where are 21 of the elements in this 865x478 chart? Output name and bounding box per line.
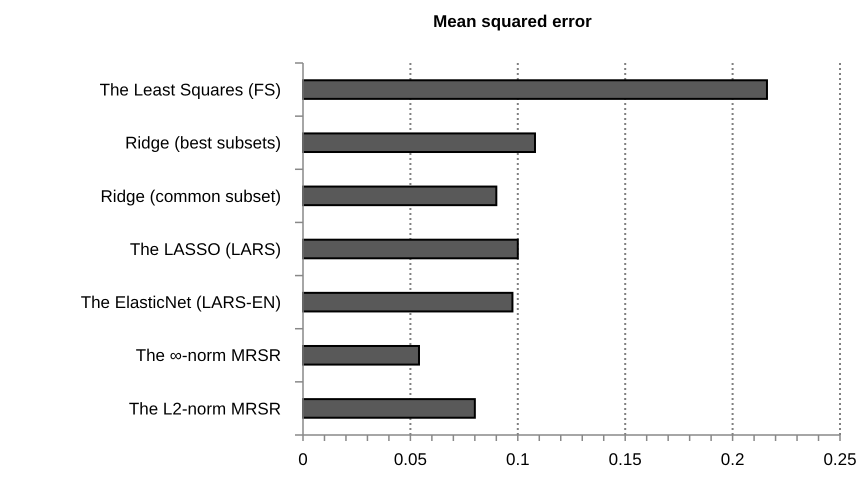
bar (302, 186, 498, 206)
x-tick-label: 0 (298, 450, 308, 470)
y-tick-label: The Least Squares (FS) (100, 80, 281, 100)
y-tick-label: The L2-norm MRSR (128, 399, 281, 418)
y-tick-label: The ∞-norm MRSR (136, 346, 281, 366)
x-tick-label: 0.25 (823, 450, 857, 470)
x-tick-label: 0.05 (394, 450, 427, 470)
bar (302, 344, 420, 366)
bar (302, 398, 476, 419)
bar (302, 238, 519, 260)
x-tick-label: 0.2 (720, 450, 744, 470)
chart-title: Mean squared error (433, 12, 592, 31)
y-tick-label: The ElasticNet (LARS-EN) (80, 293, 281, 312)
y-tick-label: The LASSO (LARS) (130, 240, 281, 259)
x-tick-label: 0.15 (608, 450, 642, 470)
y-tick-label: Ridge (best subsets) (125, 134, 281, 153)
y-tick-label: Ridge (common subset) (100, 186, 281, 206)
x-tick-label: 0.1 (506, 450, 530, 470)
bar (302, 292, 514, 312)
bar (302, 132, 536, 154)
bar (302, 79, 768, 100)
